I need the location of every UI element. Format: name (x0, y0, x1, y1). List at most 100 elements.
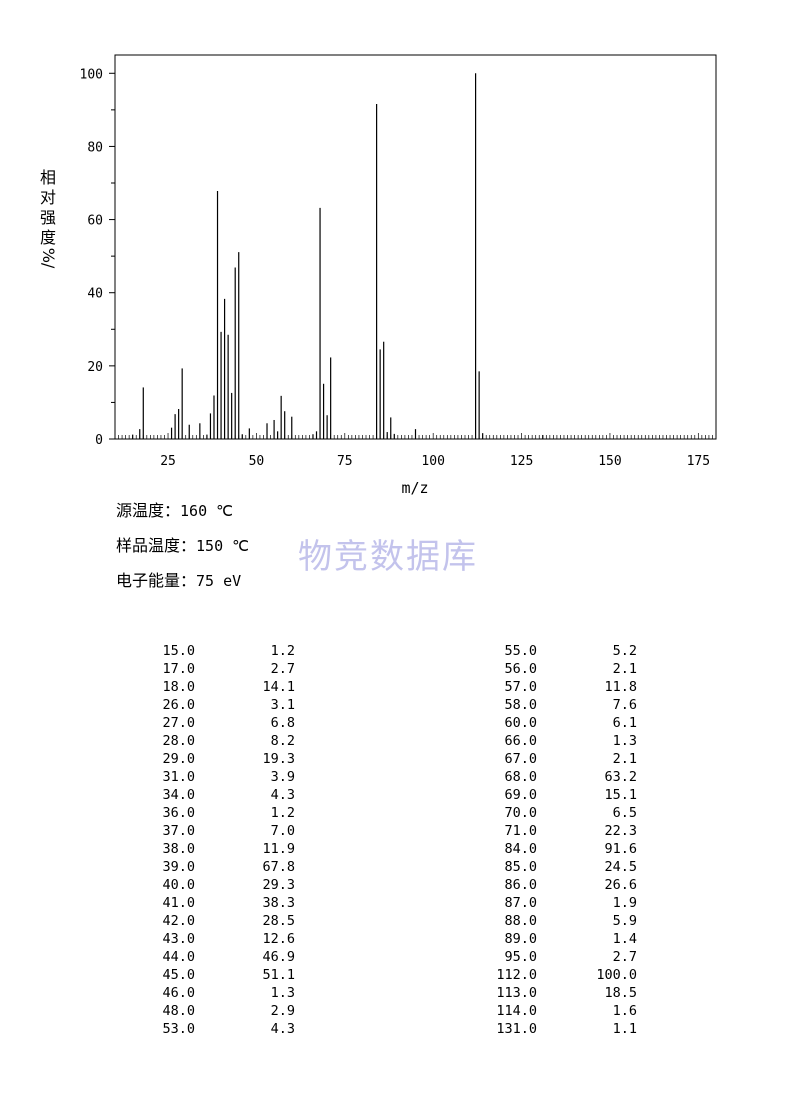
intensity-value: 12.6 (262, 931, 295, 947)
table-row: 55.0 5.2 (460, 642, 660, 660)
mz-value: 36.0 (162, 805, 195, 821)
intensity-value: 8.2 (270, 733, 295, 749)
peak-table-right: 55.0 5.2 56.0 2.1 57.0 11.8 58.0 7.6 60.0 6.1 66.0… (460, 642, 660, 1038)
intensity-value: 46.9 (262, 949, 295, 965)
intensity-value: 2.1 (612, 661, 637, 677)
table-row: 69.0 15.1 (460, 786, 660, 804)
intensity-value: 2.7 (270, 661, 295, 677)
mz-value: 114.0 (496, 1003, 537, 1019)
y-axis-label-char: 相 (39, 168, 56, 187)
y-tick-label: 60 (87, 214, 103, 229)
intensity-value: 3.9 (270, 769, 295, 785)
mz-value: 112.0 (496, 967, 537, 983)
intensity-value: 51.1 (262, 967, 295, 983)
mz-value: 95.0 (504, 949, 537, 965)
mz-value: 68.0 (504, 769, 537, 785)
intensity-value: 11.9 (262, 841, 295, 857)
mz-value: 66.0 (504, 733, 537, 749)
mz-value: 88.0 (504, 913, 537, 929)
plot-frame (114, 54, 717, 440)
mz-value: 42.0 (162, 913, 195, 929)
mz-value: 46.0 (162, 985, 195, 1001)
intensity-value: 4.3 (270, 1021, 295, 1037)
table-row: 48.0 2.9 (120, 1002, 320, 1020)
mz-value: 40.0 (162, 877, 195, 893)
mz-value: 69.0 (504, 787, 537, 803)
table-row: 40.0 29.3 (120, 876, 320, 894)
table-row: 53.0 4.3 (120, 1020, 320, 1038)
intensity-value: 1.2 (270, 805, 295, 821)
intensity-value: 67.8 (262, 859, 295, 875)
table-row: 17.0 2.7 (120, 660, 320, 678)
x-tick-label: 125 (510, 454, 533, 469)
table-row: 87.0 1.9 (460, 894, 660, 912)
table-row: 45.0 51.1 (120, 966, 320, 984)
intensity-value: 91.6 (604, 841, 637, 857)
table-row: 15.0 1.2 (120, 642, 320, 660)
table-row: 95.0 2.7 (460, 948, 660, 966)
intensity-value: 1.6 (612, 1003, 637, 1019)
intensity-value: 6.5 (612, 805, 637, 821)
table-row: 27.0 6.8 (120, 714, 320, 732)
intensity-value: 63.2 (604, 769, 637, 785)
table-row: 84.0 91.6 (460, 840, 660, 858)
mz-value: 28.0 (162, 733, 195, 749)
intensity-value: 22.3 (604, 823, 637, 839)
y-tick-label: 0 (95, 433, 103, 448)
mz-value: 31.0 (162, 769, 195, 785)
mz-value: 57.0 (504, 679, 537, 695)
table-row: 29.0 19.3 (120, 750, 320, 768)
x-tick-label: 150 (598, 454, 621, 469)
table-row: 43.0 12.6 (120, 930, 320, 948)
y-axis-label-char: 强 (39, 208, 56, 227)
intensity-value: 1.9 (612, 895, 637, 911)
table-row: 42.0 28.5 (120, 912, 320, 930)
intensity-value: 2.7 (612, 949, 637, 965)
source-temperature-label: 源温度： (116, 501, 181, 520)
intensity-value: 5.2 (612, 643, 637, 659)
mz-value: 55.0 (504, 643, 537, 659)
intensity-value: 100.0 (596, 967, 637, 983)
mz-value: 45.0 (162, 967, 195, 983)
mz-value: 43.0 (162, 931, 195, 947)
mz-value: 44.0 (162, 949, 195, 965)
y-tick-label: 80 (87, 140, 103, 155)
peak-series (132, 73, 544, 439)
mz-value: 18.0 (162, 679, 195, 695)
intensity-value: 5.9 (612, 913, 637, 929)
intensity-value: 3.1 (270, 697, 295, 713)
mz-value: 48.0 (162, 1003, 195, 1019)
electron-energy-value: 75 eV (196, 572, 242, 590)
intensity-value: 6.8 (270, 715, 295, 731)
mz-value: 67.0 (504, 751, 537, 767)
y-tick-label: 20 (87, 360, 103, 375)
intensity-value: 7.6 (612, 697, 637, 713)
x-tick-label: 25 (160, 454, 176, 469)
table-row: 71.0 22.3 (460, 822, 660, 840)
mass-spectrum-chart: 0 20 40 60 80 100 25 50 75 100 125 150 175 m/z (80, 54, 717, 497)
x-tick-label: 175 (687, 454, 710, 469)
intensity-value: 6.1 (612, 715, 637, 731)
table-row: 39.0 67.8 (120, 858, 320, 876)
table-row: 56.0 2.1 (460, 660, 660, 678)
mz-value: 60.0 (504, 715, 537, 731)
electron-energy-label: 电子能量： (116, 571, 197, 590)
mz-value: 29.0 (162, 751, 195, 767)
mz-value: 84.0 (504, 841, 537, 857)
mz-value: 71.0 (504, 823, 537, 839)
intensity-value: 28.5 (262, 913, 295, 929)
intensity-value: 7.0 (270, 823, 295, 839)
table-row: 44.0 46.9 (120, 948, 320, 966)
table-row: 26.0 3.1 (120, 696, 320, 714)
table-row: 36.0 1.2 (120, 804, 320, 822)
mz-value: 87.0 (504, 895, 537, 911)
table-row: 89.0 1.4 (460, 930, 660, 948)
source-temperature: 源温度：160 ℃ (116, 497, 233, 521)
x-tick-label: 50 (249, 454, 265, 469)
y-axis-label-char: 度 (39, 228, 56, 247)
y-tick-label: 100 (80, 67, 103, 82)
sample-temperature-value: 150 ℃ (196, 537, 249, 555)
table-row: 114.0 1.6 (460, 1002, 660, 1020)
mz-value: 41.0 (162, 895, 195, 911)
intensity-value: 2.1 (612, 751, 637, 767)
